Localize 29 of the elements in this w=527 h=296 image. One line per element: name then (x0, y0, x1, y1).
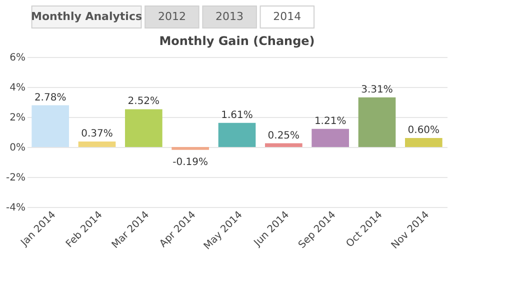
text: 2012 (158, 10, 186, 23)
data-label: 0.25% (268, 130, 300, 142)
data-label: 1.61% (221, 110, 253, 121)
chart-title: Monthly Gain (Change) (159, 34, 315, 48)
data-label: 0.37% (81, 128, 113, 140)
data-label: 3.31% (361, 84, 393, 96)
y-tick-label: -2% (6, 172, 26, 184)
text: Monthly Analytics (31, 10, 142, 23)
data-label: 2.78% (34, 92, 66, 104)
bar (78, 141, 116, 147)
data-label: -0.19% (172, 156, 208, 168)
bar (358, 97, 396, 147)
bar (265, 143, 302, 147)
bar (172, 147, 209, 150)
y-tick-label: 6% (10, 52, 26, 64)
data-label: 2.52% (128, 96, 160, 108)
y-tick-label: 2% (10, 112, 26, 124)
y-tick-label: 4% (10, 82, 26, 94)
bar (125, 109, 162, 147)
text: 2013 (216, 10, 244, 23)
y-tick-label: 0% (10, 142, 26, 154)
y-tick-label: -4% (6, 202, 26, 214)
bar (312, 128, 349, 147)
bar (218, 122, 256, 147)
text: 2014 (273, 10, 302, 23)
data-label: 0.60% (408, 125, 440, 136)
bar (32, 105, 69, 147)
bar (405, 138, 442, 147)
data-label: 1.21% (314, 116, 346, 127)
